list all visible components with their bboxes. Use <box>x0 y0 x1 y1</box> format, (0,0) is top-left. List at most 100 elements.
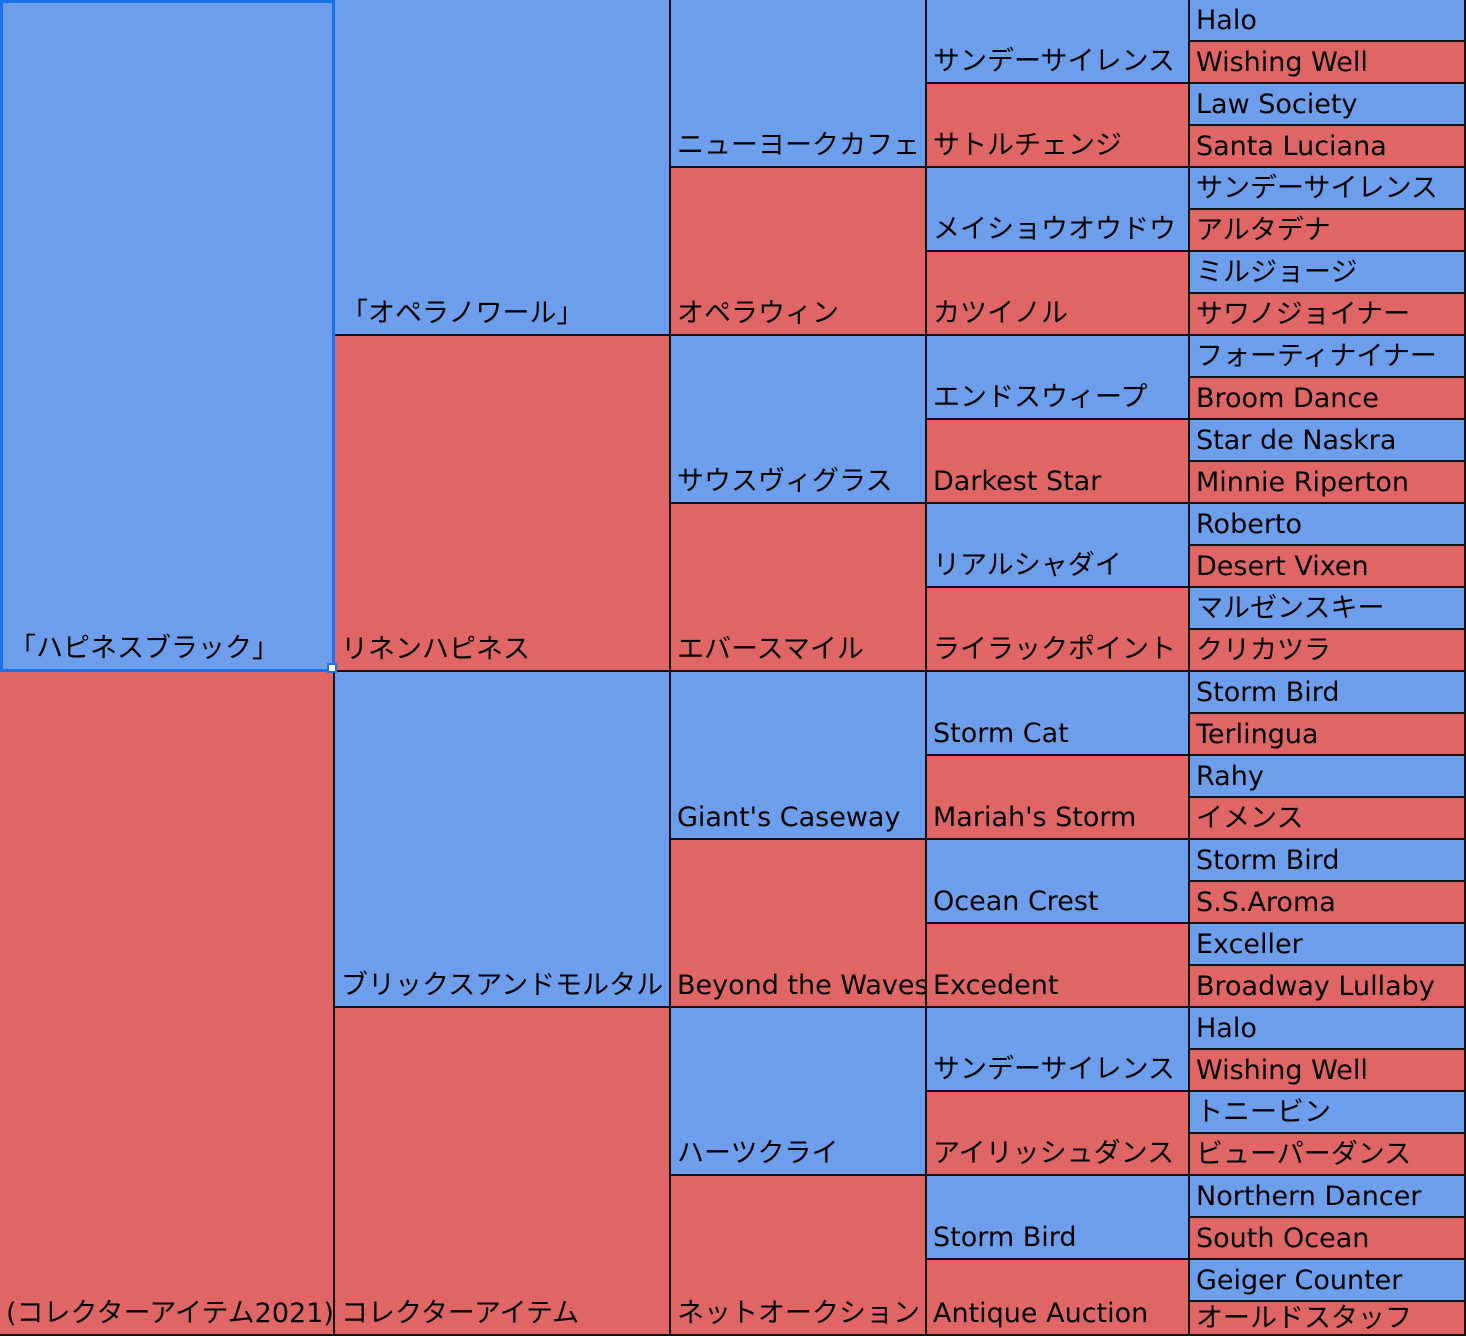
pedigree-cell-gen5-1[interactable]: Wishing Well <box>1190 42 1466 84</box>
pedigree-cell-gen4-13[interactable]: アイリッシュダンス <box>927 1092 1190 1176</box>
horse-name: リアルシャダイ <box>933 550 1122 581</box>
pedigree-cell-gen5-7[interactable]: サワノジョイナー <box>1190 294 1466 336</box>
horse-name: Exceller <box>1196 929 1303 960</box>
horse-name: サンデーサイレンス <box>933 46 1175 77</box>
pedigree-cell-gen4-0[interactable]: サンデーサイレンス <box>927 0 1190 84</box>
horse-name: サトルチェンジ <box>933 130 1122 161</box>
pedigree-cell-gen1-sire[interactable]: 「ハピネスブラック」 <box>0 0 335 672</box>
pedigree-cell-gen5-24[interactable]: Halo <box>1190 1008 1466 1050</box>
pedigree-cell-gen5-2[interactable]: Law Society <box>1190 84 1466 126</box>
pedigree-cell-gen5-20[interactable]: Storm Bird <box>1190 840 1466 882</box>
pedigree-cell-gen5-25[interactable]: Wishing Well <box>1190 1050 1466 1092</box>
pedigree-cell-gen5-8[interactable]: フォーティナイナー <box>1190 336 1466 378</box>
pedigree-cell-gen3-6[interactable]: ハーツクライ <box>671 1008 927 1176</box>
pedigree-cell-gen2-1[interactable]: リネンハピネス <box>335 336 671 672</box>
horse-name: Halo <box>1196 1013 1257 1044</box>
horse-name: South Ocean <box>1196 1223 1370 1254</box>
horse-name: サンデーサイレンス <box>933 1054 1175 1085</box>
horse-name: オールドスタッフ <box>1196 1303 1412 1334</box>
horse-name: Halo <box>1196 5 1257 36</box>
horse-name: Santa Luciana <box>1196 131 1387 162</box>
pedigree-cell-gen4-5[interactable]: Darkest Star <box>927 420 1190 504</box>
pedigree-cell-gen5-28[interactable]: Northern Dancer <box>1190 1176 1466 1218</box>
horse-name: ブリックスアンドモルタル <box>341 970 664 1001</box>
pedigree-cell-gen5-29[interactable]: South Ocean <box>1190 1218 1466 1260</box>
pedigree-cell-gen4-1[interactable]: サトルチェンジ <box>927 84 1190 168</box>
pedigree-cell-gen3-1[interactable]: オペラウィン <box>671 168 927 336</box>
pedigree-cell-gen5-10[interactable]: Star de Naskra <box>1190 420 1466 462</box>
pedigree-cell-gen4-6[interactable]: リアルシャダイ <box>927 504 1190 588</box>
horse-name: ライラックポイント <box>933 634 1176 665</box>
pedigree-cell-gen3-0[interactable]: ニューヨークカフェ <box>671 0 927 168</box>
horse-name: ビューパーダンス <box>1196 1139 1412 1170</box>
horse-name: ミルジョージ <box>1196 257 1358 288</box>
pedigree-cell-gen5-21[interactable]: S.S.Aroma <box>1190 882 1466 924</box>
horse-name: Minnie Riperton <box>1196 467 1410 498</box>
horse-name: Mariah's Storm <box>933 802 1137 833</box>
pedigree-cell-gen2-0[interactable]: 「オペラノワール」 <box>335 0 671 336</box>
horse-name: Storm Bird <box>933 1222 1077 1253</box>
pedigree-cell-gen4-2[interactable]: メイショウオウドウ <box>927 168 1190 252</box>
pedigree-cell-gen5-14[interactable]: マルゼンスキー <box>1190 588 1466 630</box>
pedigree-cell-gen3-5[interactable]: Beyond the Waves <box>671 840 927 1008</box>
pedigree-cell-gen5-26[interactable]: トニービン <box>1190 1092 1466 1134</box>
horse-name: 「オペラノワール」 <box>341 298 584 329</box>
pedigree-cell-gen5-31[interactable]: オールドスタッフ <box>1190 1302 1466 1336</box>
horse-name: ハーツクライ <box>677 1138 839 1169</box>
pedigree-cell-gen5-30[interactable]: Geiger Counter <box>1190 1260 1466 1302</box>
fill-handle[interactable] <box>327 663 337 673</box>
horse-name: エンドスウィープ <box>933 382 1148 413</box>
pedigree-cell-gen4-10[interactable]: Ocean Crest <box>927 840 1190 924</box>
horse-name: クリカツラ <box>1196 635 1331 666</box>
pedigree-cell-gen5-23[interactable]: Broadway Lullaby <box>1190 966 1466 1008</box>
pedigree-cell-gen2-2[interactable]: ブリックスアンドモルタル <box>335 672 671 1008</box>
horse-name: (コレクターアイテム2021) <box>6 1298 334 1329</box>
pedigree-cell-gen4-7[interactable]: ライラックポイント <box>927 588 1190 672</box>
horse-name: サワノジョイナー <box>1196 299 1411 330</box>
pedigree-cell-gen5-19[interactable]: イメンス <box>1190 798 1466 840</box>
pedigree-cell-gen4-12[interactable]: サンデーサイレンス <box>927 1008 1190 1092</box>
horse-name: コレクターアイテム <box>341 1298 580 1329</box>
pedigree-cell-gen5-13[interactable]: Desert Vixen <box>1190 546 1466 588</box>
pedigree-cell-gen4-3[interactable]: カツイノル <box>927 252 1190 336</box>
horse-name: Terlingua <box>1196 719 1319 750</box>
horse-name: Wishing Well <box>1196 47 1368 78</box>
pedigree-cell-gen5-12[interactable]: Roberto <box>1190 504 1466 546</box>
pedigree-cell-gen5-0[interactable]: Halo <box>1190 0 1466 42</box>
pedigree-cell-gen5-9[interactable]: Broom Dance <box>1190 378 1466 420</box>
pedigree-cell-gen4-9[interactable]: Mariah's Storm <box>927 756 1190 840</box>
pedigree-cell-gen5-18[interactable]: Rahy <box>1190 756 1466 798</box>
pedigree-cell-gen3-7[interactable]: ネットオークション <box>671 1176 927 1336</box>
horse-name: 「ハピネスブラック」 <box>9 633 279 664</box>
pedigree-cell-gen5-15[interactable]: クリカツラ <box>1190 630 1466 672</box>
horse-name: Storm Bird <box>1196 677 1340 708</box>
pedigree-cell-gen3-3[interactable]: エバースマイル <box>671 504 927 672</box>
horse-name: Ocean Crest <box>933 886 1099 917</box>
pedigree-cell-gen5-27[interactable]: ビューパーダンス <box>1190 1134 1466 1176</box>
horse-name: Antique Auction <box>933 1298 1149 1329</box>
pedigree-cell-gen5-11[interactable]: Minnie Riperton <box>1190 462 1466 504</box>
horse-name: Law Society <box>1196 89 1358 120</box>
horse-name: Broom Dance <box>1196 383 1379 414</box>
pedigree-cell-gen4-15[interactable]: Antique Auction <box>927 1260 1190 1336</box>
pedigree-cell-gen2-3[interactable]: コレクターアイテム <box>335 1008 671 1336</box>
pedigree-cell-gen5-5[interactable]: アルタデナ <box>1190 210 1466 252</box>
horse-name: サンデーサイレンス <box>1196 173 1438 204</box>
pedigree-cell-gen5-6[interactable]: ミルジョージ <box>1190 252 1466 294</box>
pedigree-cell-gen5-3[interactable]: Santa Luciana <box>1190 126 1466 168</box>
horse-name: Wishing Well <box>1196 1055 1368 1086</box>
pedigree-cell-gen4-8[interactable]: Storm Cat <box>927 672 1190 756</box>
pedigree-cell-gen3-2[interactable]: サウスヴィグラス <box>671 336 927 504</box>
pedigree-cell-gen4-11[interactable]: Excedent <box>927 924 1190 1008</box>
horse-name: Excedent <box>933 970 1059 1001</box>
pedigree-cell-gen4-4[interactable]: エンドスウィープ <box>927 336 1190 420</box>
horse-name: Broadway Lullaby <box>1196 971 1435 1002</box>
pedigree-cell-gen5-22[interactable]: Exceller <box>1190 924 1466 966</box>
horse-name: メイショウオウドウ <box>933 214 1176 245</box>
pedigree-cell-gen1-dam[interactable]: (コレクターアイテム2021) <box>0 672 335 1336</box>
pedigree-cell-gen5-16[interactable]: Storm Bird <box>1190 672 1466 714</box>
pedigree-cell-gen3-4[interactable]: Giant's Caseway <box>671 672 927 840</box>
pedigree-cell-gen4-14[interactable]: Storm Bird <box>927 1176 1190 1260</box>
pedigree-cell-gen5-17[interactable]: Terlingua <box>1190 714 1466 756</box>
pedigree-cell-gen5-4[interactable]: サンデーサイレンス <box>1190 168 1466 210</box>
